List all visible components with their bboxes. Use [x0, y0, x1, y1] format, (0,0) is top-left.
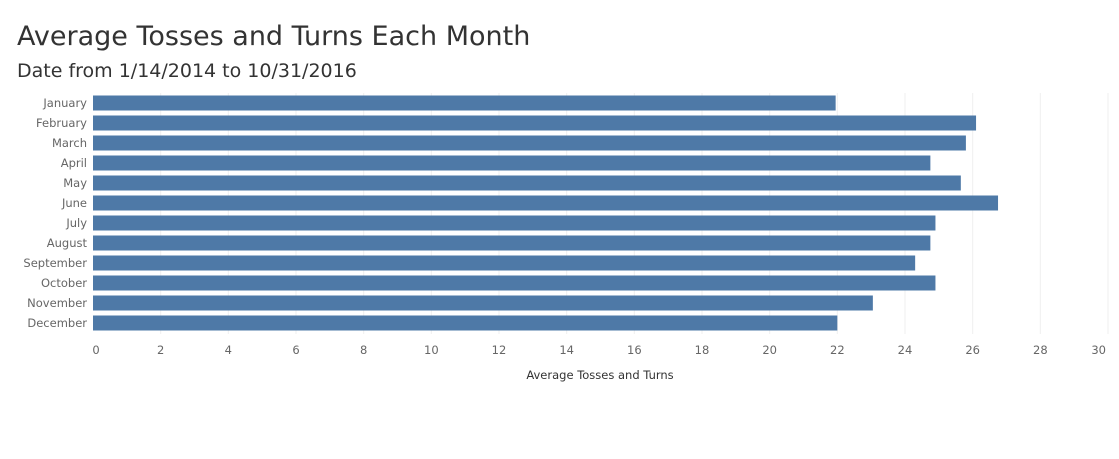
bar[interactable]	[93, 295, 873, 311]
x-tick-label: 30	[1091, 343, 1106, 357]
category-label: May	[63, 176, 87, 190]
x-tick-label: 18	[695, 343, 710, 357]
category-label: December	[27, 316, 87, 330]
category-label: September	[23, 256, 87, 270]
category-label: April	[61, 156, 87, 170]
category-label: November	[27, 296, 87, 310]
bar[interactable]	[93, 235, 931, 251]
bar[interactable]	[93, 255, 916, 271]
chart-title: Average Tosses and Turns Each Month	[17, 21, 531, 52]
gridlines	[160, 93, 1109, 334]
x-tick-label: 14	[559, 343, 574, 357]
x-tick-label: 16	[627, 343, 642, 357]
category-label: July	[65, 216, 87, 230]
x-tick-label: 24	[898, 343, 913, 357]
x-tick-label: 8	[360, 343, 367, 357]
category-labels: January February March April May June July Augu…	[23, 96, 87, 330]
x-tick-labels: 0 2 4 6 8 10 12 14 16 18 20 22 24 26 28 30	[92, 343, 1106, 357]
x-tick-label: 26	[965, 343, 980, 357]
x-tick-label: 6	[292, 343, 299, 357]
x-axis-title: Average Tosses and Turns	[526, 368, 673, 382]
x-tick-label: 0	[92, 343, 99, 357]
category-label: June	[61, 196, 87, 210]
bar[interactable]	[93, 115, 977, 131]
bars	[93, 95, 999, 331]
bar[interactable]	[93, 175, 961, 191]
bar[interactable]	[93, 195, 999, 211]
category-label: March	[52, 136, 87, 150]
category-label: August	[47, 236, 88, 250]
bar[interactable]	[93, 315, 838, 331]
bar[interactable]	[93, 275, 936, 291]
x-tick-label: 28	[1033, 343, 1048, 357]
bar[interactable]	[93, 95, 836, 111]
x-tick-label: 4	[225, 343, 232, 357]
bar[interactable]	[93, 135, 966, 151]
x-tick-label: 10	[424, 343, 439, 357]
chart-subtitle: Date from 1/14/2014 to 10/31/2016	[17, 60, 357, 82]
category-label: October	[41, 276, 87, 290]
category-label: January	[42, 96, 87, 110]
x-tick-label: 12	[492, 343, 507, 357]
x-tick-label: 2	[157, 343, 164, 357]
category-label: February	[36, 116, 87, 130]
bar[interactable]	[93, 155, 931, 171]
x-tick-label: 22	[830, 343, 845, 357]
x-tick-label: 20	[762, 343, 777, 357]
bar[interactable]	[93, 215, 936, 231]
